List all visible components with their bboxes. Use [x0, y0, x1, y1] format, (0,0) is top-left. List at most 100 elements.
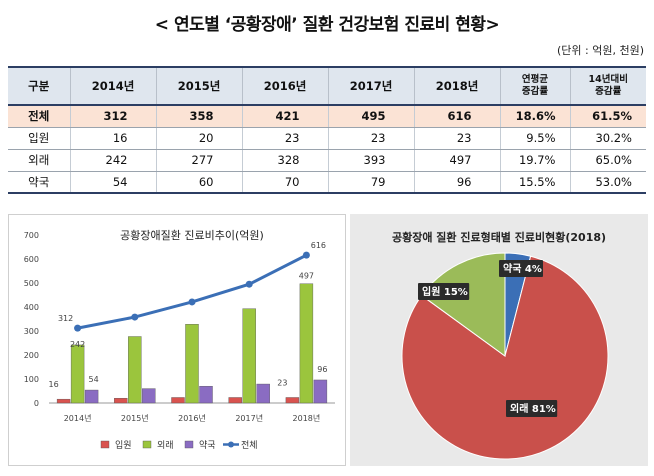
table-cell: 312	[69, 105, 156, 128]
header-2018: 2018년	[413, 67, 500, 106]
line-point	[131, 313, 139, 321]
legend-label: 외래	[157, 439, 174, 451]
table-cell: 입원	[8, 127, 70, 150]
bar-입원	[285, 397, 300, 404]
line-point	[245, 280, 253, 288]
data-label: 54	[89, 375, 99, 384]
table-cell: 328	[241, 149, 328, 172]
data-label: 616	[311, 241, 326, 250]
table-cell: 약국	[8, 171, 70, 194]
y-tick-label: 200	[24, 351, 39, 360]
line-point	[188, 298, 196, 306]
data-label: 16	[49, 380, 59, 389]
line-point	[302, 251, 310, 259]
table-cell: 393	[327, 149, 414, 172]
bar-외래	[299, 283, 314, 404]
y-tick-label: 700	[24, 231, 39, 240]
x-tick-label: 2017년	[235, 413, 263, 423]
y-tick-label: 0	[34, 399, 39, 408]
x-tick-label: 2016년	[178, 413, 206, 423]
data-label: 23	[277, 378, 287, 387]
pie-chart-panel: 공황장애 질환 진료형태별 진료비현황(2018) 약국 4% 외래 81% 입원 1…	[350, 214, 648, 466]
pie-label-box	[506, 400, 558, 417]
bar-입원	[114, 397, 128, 404]
legend-label: 전체	[241, 440, 258, 451]
header-2014: 2014년	[69, 67, 156, 106]
table-cell: 79	[327, 171, 414, 194]
page-title: < 연도별 ‘공황장애’ 질환 건강보험 진료비 현황>	[154, 15, 500, 35]
table-cell: 495	[327, 105, 414, 128]
table-header-row: 구분 2014년 2015년 2016년 2017년 2018년 연평균 증감률 …	[8, 67, 646, 106]
table-cell: 20	[155, 127, 242, 150]
header-annual-growth: 연평균 증감률	[499, 67, 570, 106]
table-cell: 전체	[8, 105, 70, 128]
line-point	[74, 324, 82, 332]
pie-label: 입원 15%	[422, 285, 468, 298]
table-cell: 54	[69, 171, 156, 194]
table-cell: 61.5%	[569, 105, 646, 128]
legend-swatch	[100, 440, 110, 449]
data-label: 312	[58, 314, 73, 323]
table-cell: 18.6%	[499, 105, 570, 128]
x-tick-label: 2014년	[64, 413, 92, 423]
x-tick-label: 2018년	[293, 413, 321, 423]
bar-외래	[242, 308, 256, 404]
cost-table: 구분 2014년 2015년 2016년 2017년 2018년 연평균 증감률 …	[8, 66, 646, 194]
bar-외래	[128, 336, 142, 404]
table-cell: 19.7%	[499, 149, 570, 172]
trend-chart-panel: 공황장애질환 진료비추이(억원) 0 100 200 300 400 500 600 700 20…	[8, 214, 346, 466]
bar-입원	[228, 397, 242, 404]
table-cell: 30.2%	[569, 127, 646, 150]
unit-note: (단위 : 억원, 천원)	[557, 44, 644, 57]
legend-label: 입원	[115, 439, 132, 451]
header-2015: 2015년	[155, 67, 242, 106]
table-cell: 70	[241, 171, 328, 194]
table-cell: 277	[155, 149, 242, 172]
table-cell: 15.5%	[499, 171, 570, 194]
bar-약국	[142, 388, 156, 404]
pie-chart: 공황장애 질환 진료형태별 진료비현황(2018) 약국 4% 외래 81% 입원 1…	[392, 230, 609, 460]
y-tick-label: 400	[24, 303, 39, 312]
table-cell: 23	[241, 127, 328, 150]
chart-title: 공황장애 질환 진료형태별 진료비현황(2018)	[392, 230, 606, 244]
data-label: 497	[299, 272, 314, 281]
x-tick-label: 2015년	[121, 413, 149, 423]
header-2016: 2016년	[241, 67, 328, 106]
table-cell: 외래	[8, 149, 70, 172]
y-tick-label: 500	[24, 279, 39, 288]
bar-외래	[185, 324, 199, 404]
table-cell: 23	[327, 127, 414, 150]
bar-약국	[256, 383, 270, 404]
header-growth-since-2014: 14년대비 증감률	[569, 67, 646, 106]
y-tick-label: 100	[24, 375, 39, 384]
table-row-pharmacy: 약국 54 60 70 79 96 15.5% 53.0%	[8, 171, 646, 194]
table-cell: 60	[155, 171, 242, 194]
table-row-total: 전체 312 358 421 495 616 18.6% 61.5%	[8, 105, 646, 128]
header-category: 구분	[8, 67, 70, 106]
data-label: 96	[317, 365, 327, 374]
pie-label-box	[418, 283, 470, 300]
pie-label: 약국 4%	[503, 262, 542, 275]
y-tick-label: 600	[24, 255, 39, 264]
data-label: 242	[70, 340, 85, 349]
bar-외래	[70, 344, 85, 404]
table-cell: 616	[413, 105, 500, 128]
trend-chart: 공황장애질환 진료비추이(억원) 0 100 200 300 400 500 600 700 20…	[24, 229, 335, 451]
bar-입원	[56, 398, 71, 404]
table-cell: 65.0%	[569, 149, 646, 172]
legend-swatch	[184, 440, 194, 449]
line-전체	[77, 253, 308, 330]
table-cell: 497	[413, 149, 500, 172]
legend-label: 약국	[199, 439, 216, 451]
table-cell: 96	[413, 171, 500, 194]
table-cell: 242	[69, 149, 156, 172]
legend-swatch	[142, 440, 152, 449]
table-cell: 9.5%	[499, 127, 570, 150]
bar-약국	[313, 379, 328, 404]
table-cell: 16	[69, 127, 156, 150]
bar-약국	[84, 389, 99, 404]
table-cell: 23	[413, 127, 500, 150]
bar-입원	[171, 397, 185, 404]
y-tick-label: 300	[24, 327, 39, 336]
table-row-inpatient: 입원 16 20 23 23 23 9.5% 30.2%	[8, 127, 646, 150]
